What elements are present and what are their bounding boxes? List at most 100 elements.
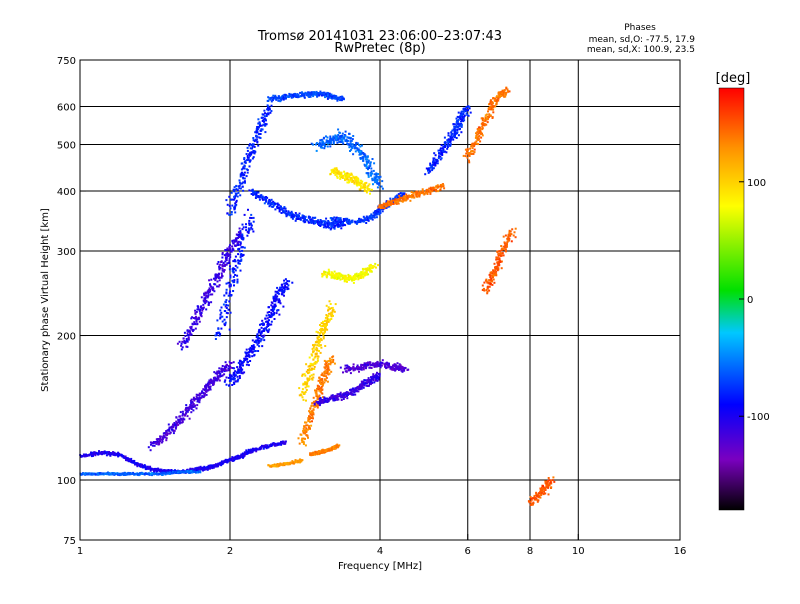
- data-point: [219, 264, 221, 266]
- data-point: [209, 283, 211, 285]
- data-point: [250, 214, 252, 216]
- data-point: [278, 207, 280, 209]
- data-point: [229, 205, 231, 207]
- data-point: [327, 146, 329, 148]
- data-point: [308, 378, 310, 380]
- data-point: [365, 367, 367, 369]
- data-point: [321, 328, 323, 330]
- data-point: [178, 470, 180, 472]
- data-point: [223, 304, 225, 306]
- data-point: [276, 299, 278, 301]
- data-point: [343, 398, 345, 400]
- data-point: [299, 443, 301, 445]
- data-point: [324, 320, 326, 322]
- data-point: [239, 194, 241, 196]
- data-point: [219, 380, 221, 382]
- data-point: [342, 177, 344, 179]
- data-point: [286, 280, 288, 282]
- data-point: [338, 135, 340, 137]
- data-point: [224, 379, 226, 381]
- data-point: [319, 143, 321, 145]
- data-point: [335, 219, 337, 221]
- data-point: [323, 147, 325, 149]
- data-point: [236, 282, 238, 284]
- data-point: [224, 301, 226, 303]
- data-point: [258, 329, 260, 331]
- data-point: [314, 362, 316, 364]
- data-point: [190, 402, 192, 404]
- data-point: [218, 370, 220, 372]
- data-point: [359, 154, 361, 156]
- data-point: [375, 176, 377, 178]
- data-point: [342, 278, 344, 280]
- data-point: [231, 211, 233, 213]
- data-point: [320, 344, 322, 346]
- data-point: [302, 441, 304, 443]
- data-point: [336, 100, 338, 102]
- data-point: [301, 459, 303, 461]
- data-point: [352, 153, 354, 155]
- data-point: [341, 399, 343, 401]
- data-point: [217, 328, 219, 330]
- data-point: [373, 162, 375, 164]
- data-point: [321, 386, 323, 388]
- data-point: [281, 284, 283, 286]
- data-point: [318, 388, 320, 390]
- data-point: [320, 397, 322, 399]
- data-point: [296, 94, 298, 96]
- data-point: [264, 118, 266, 120]
- data-point: [273, 308, 275, 310]
- data-point: [354, 387, 356, 389]
- data-point: [344, 135, 346, 137]
- data-point: [157, 468, 159, 470]
- data-point: [368, 167, 370, 169]
- data-point: [370, 215, 372, 217]
- data-point: [322, 141, 324, 143]
- data-point: [332, 315, 334, 317]
- data-point: [313, 368, 315, 370]
- data-point: [366, 191, 368, 193]
- data-point: [356, 390, 358, 392]
- data-point: [268, 108, 270, 110]
- data-point: [319, 404, 321, 406]
- data-point: [229, 244, 231, 246]
- data-point: [227, 305, 229, 307]
- data-point: [247, 150, 249, 152]
- data-point: [258, 337, 260, 339]
- data-point: [257, 344, 259, 346]
- data-point: [321, 322, 323, 324]
- data-point: [231, 192, 233, 194]
- data-point: [300, 434, 302, 436]
- data-point: [229, 361, 231, 363]
- data-point: [179, 415, 181, 417]
- data-point: [188, 338, 190, 340]
- data-point: [267, 112, 269, 114]
- data-point: [224, 249, 226, 251]
- data-point: [192, 409, 194, 411]
- data-point: [342, 223, 344, 225]
- data-point: [240, 241, 242, 243]
- data-point: [308, 95, 310, 97]
- data-point: [257, 333, 259, 335]
- data-point: [318, 343, 320, 345]
- data-point: [363, 379, 365, 381]
- data-point: [150, 468, 152, 470]
- data-point: [351, 140, 353, 142]
- data-point: [259, 196, 261, 198]
- data-point: [222, 270, 224, 272]
- data-point: [247, 147, 249, 149]
- data-point: [362, 271, 364, 273]
- data-point: [271, 301, 273, 303]
- data-point: [218, 276, 220, 278]
- data-point: [251, 228, 253, 230]
- data-point: [227, 253, 229, 255]
- data-point: [319, 225, 321, 227]
- data-point: [286, 96, 288, 98]
- data-point: [225, 304, 227, 306]
- data-point: [313, 350, 315, 352]
- data-point: [224, 319, 226, 321]
- data-point: [235, 245, 237, 247]
- data-point: [153, 442, 155, 444]
- data-point: [316, 150, 318, 152]
- data-point: [329, 136, 331, 138]
